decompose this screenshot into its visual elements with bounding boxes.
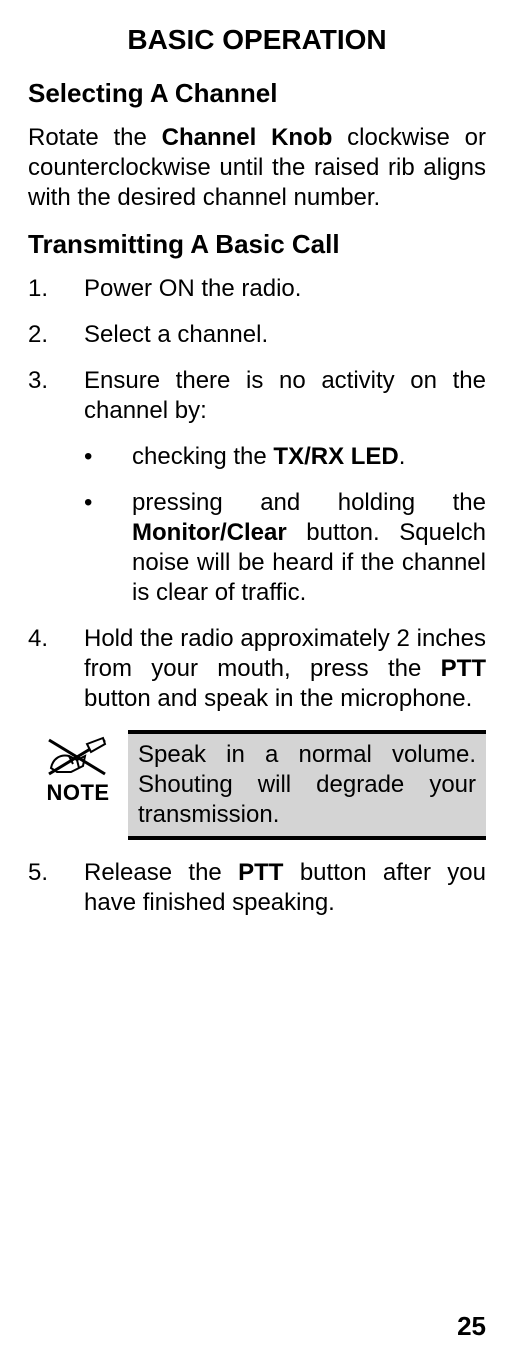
- list-number: 1.: [28, 274, 84, 304]
- text-run: pressing and holding the: [132, 489, 486, 516]
- list-item: 4. Hold the radio approximately 2 inches…: [28, 624, 486, 714]
- text-run: Rotate the: [28, 124, 162, 151]
- bullet-text: pressing and holding the Monitor/Clear b…: [132, 488, 486, 608]
- note-hand-pencil-icon: [43, 734, 113, 778]
- bullet-item: • checking the TX/RX LED.: [28, 442, 486, 472]
- page-title: BASIC OPERATION: [28, 24, 486, 56]
- text-bold-ptt: PTT: [441, 655, 486, 682]
- selecting-channel-paragraph: Rotate the Channel Knob clockwise or cou…: [28, 123, 486, 213]
- list-text: Release the PTT button after you have fi…: [84, 858, 486, 918]
- ordered-list: 1. Power ON the radio. 2. Select a chann…: [28, 274, 486, 714]
- list-number: 3.: [28, 366, 84, 426]
- list-text: Power ON the radio.: [84, 274, 486, 304]
- list-item: 1. Power ON the radio.: [28, 274, 486, 304]
- bullet-text: checking the TX/RX LED.: [132, 442, 486, 472]
- section-heading-selecting-channel: Selecting A Channel: [28, 78, 486, 109]
- text-bold-ptt: PTT: [238, 859, 283, 886]
- bullet-glyph: •: [84, 488, 132, 608]
- text-run: checking the: [132, 443, 273, 470]
- ordered-list-continued: 5. Release the PTT button after you have…: [28, 858, 486, 918]
- note-left: NOTE: [28, 730, 128, 806]
- list-item: 2. Select a channel.: [28, 320, 486, 350]
- page-number: 25: [457, 1311, 486, 1342]
- page: BASIC OPERATION Selecting A Channel Rota…: [0, 0, 514, 1360]
- section-heading-transmitting: Transmitting A Basic Call: [28, 229, 486, 260]
- list-text: Ensure there is no activity on the chann…: [84, 366, 486, 426]
- list-number: 4.: [28, 624, 84, 714]
- bullet-item: • pressing and holding the Monitor/Clear…: [28, 488, 486, 608]
- text-run: Release the: [84, 859, 238, 886]
- bullet-glyph: •: [84, 442, 132, 472]
- list-item: 3. Ensure there is no activity on the ch…: [28, 366, 486, 426]
- list-number: 2.: [28, 320, 84, 350]
- list-text: Select a channel.: [84, 320, 486, 350]
- text-bold-monitor-clear: Monitor/Clear: [132, 519, 287, 546]
- text-run: .: [399, 443, 406, 470]
- list-item: 5. Release the PTT button after you have…: [28, 858, 486, 918]
- text-run: button and speak in the microphone.: [84, 685, 472, 712]
- text-bold-channel-knob: Channel Knob: [162, 124, 333, 151]
- note-box: Speak in a normal volume. Shouting will …: [128, 730, 486, 840]
- note-block: NOTE Speak in a normal volume. Shouting …: [28, 730, 486, 840]
- text-bold-txrx-led: TX/RX LED: [273, 443, 398, 470]
- text-run: Hold the radio approximately 2 inches fr…: [84, 625, 486, 682]
- list-text: Hold the radio approximately 2 inches fr…: [84, 624, 486, 714]
- note-label: NOTE: [28, 780, 128, 806]
- list-number: 5.: [28, 858, 84, 918]
